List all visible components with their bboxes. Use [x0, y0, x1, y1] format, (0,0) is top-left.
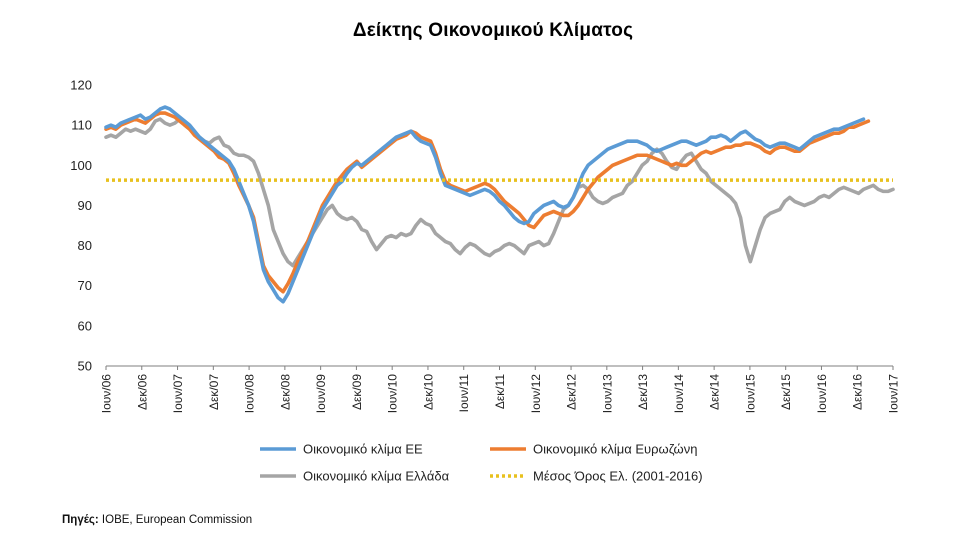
- x-tick-label: Ιουν/10: [386, 374, 400, 414]
- legend-label: Οικονομικό κλίμα ΕΕ: [303, 442, 423, 457]
- x-tick-label: Ιουν/17: [887, 374, 901, 414]
- x-tick-label: Δεκ/09: [350, 374, 364, 410]
- x-tick-label: Δεκ/10: [421, 374, 435, 410]
- series-layer: [104, 105, 895, 304]
- x-tick-label: Δεκ/11: [493, 374, 507, 409]
- legend: Οικονομικό κλίμα ΕΕ Οικονομικό κλίμα Ευρω…: [260, 442, 703, 484]
- x-tick-label: Δεκ/06: [135, 374, 149, 410]
- axes: 50 60 70 80 90 100 110 120 Ιουν/06 Δεκ/06 Ιουν/07 Δ…: [70, 78, 900, 414]
- y-tick-label: 90: [78, 198, 92, 213]
- x-tick-label: Ιουν/08: [243, 374, 257, 414]
- x-tick-label: Ιουν/11: [457, 374, 471, 413]
- x-tick-label: Ιουν/15: [743, 374, 757, 414]
- x-tick-label: Δεκ/14: [708, 374, 722, 410]
- y-tick-label: 110: [71, 118, 92, 133]
- series-line: [104, 105, 866, 304]
- x-tick-label: Δεκ/13: [636, 374, 650, 410]
- x-tick-label: Ιουν/12: [529, 374, 543, 414]
- x-tick-label: Ιουν/13: [600, 374, 614, 414]
- x-tick-label: Ιουν/16: [815, 374, 829, 414]
- x-tick-label: Δεκ/16: [851, 374, 865, 410]
- y-tick-label: 50: [78, 359, 92, 374]
- x-tick-label: Δεκ/07: [207, 374, 221, 410]
- legend-label: Μέσος Όρος Ελ. (2001-2016): [533, 469, 703, 484]
- x-tick-label: Ιουν/14: [672, 374, 686, 414]
- legend-label: Οικονομικό κλίμα Ελλάδα: [303, 469, 450, 484]
- source-note: Πηγές: ΙΟΒΕ, European Commission: [62, 514, 252, 526]
- source-label: Πηγές:: [62, 514, 99, 526]
- x-tick-label: Δεκ/12: [565, 374, 579, 410]
- chart-title: Δείκτης Οικονομικού Κλίματος: [352, 20, 634, 41]
- x-tick-label: Ιουν/06: [100, 374, 114, 414]
- y-tick-label: 100: [70, 158, 92, 173]
- x-tick-label: Ιουν/07: [171, 374, 185, 414]
- x-tick-label: Δεκ/08: [278, 374, 292, 410]
- legend-label: Οικονομικό κλίμα Ευρωζώνη: [533, 442, 697, 457]
- source-text: ΙΟΒΕ, European Commission: [98, 514, 253, 526]
- y-tick-label: 70: [78, 278, 92, 293]
- series-line: [104, 117, 895, 268]
- x-tick-label: Δεκ/15: [779, 374, 793, 410]
- y-tick-label: 120: [70, 78, 92, 93]
- y-tick-label: 80: [78, 238, 92, 253]
- x-tick-label: Ιουν/09: [314, 374, 328, 414]
- y-tick-label: 60: [78, 318, 92, 333]
